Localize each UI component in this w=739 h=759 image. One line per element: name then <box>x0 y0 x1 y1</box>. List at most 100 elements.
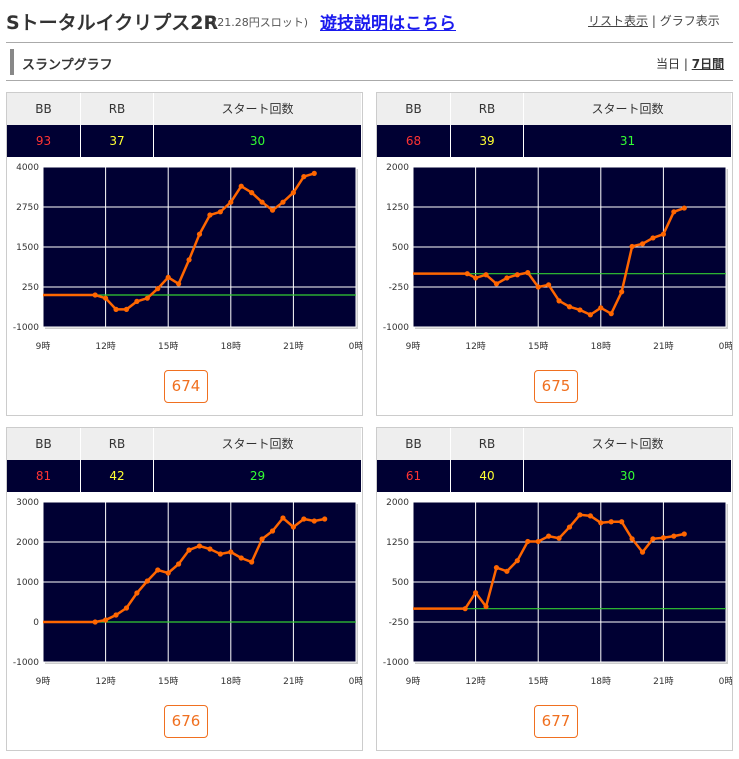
data-point <box>311 170 317 176</box>
data-point <box>598 305 604 311</box>
data-point <box>587 513 593 519</box>
data-point <box>504 568 510 574</box>
data-point <box>650 536 656 542</box>
data-point <box>546 533 552 539</box>
data-point <box>493 281 500 287</box>
data-point <box>144 295 150 301</box>
column-header: RB <box>81 93 154 125</box>
data-point <box>566 304 573 310</box>
data-point <box>525 538 531 545</box>
x-tick-label: 0時 <box>719 676 732 687</box>
data-point <box>217 209 223 215</box>
y-tick-label: -250 <box>389 283 410 293</box>
y-tick-label: 4000 <box>16 163 39 173</box>
machine-panel: BB 61 RB 40 スタート回数 30 677 -1000 -250 500 1250 2000 9… <box>376 427 733 751</box>
data-point <box>671 209 677 215</box>
y-tick-label: 2750 <box>16 203 39 213</box>
divider <box>6 42 733 43</box>
x-tick-label: 21時 <box>653 341 673 352</box>
data-point <box>301 516 307 522</box>
data-point <box>473 275 479 281</box>
data-point <box>566 524 573 530</box>
x-tick-label: 0時 <box>349 341 362 352</box>
rules-link[interactable]: 遊技説明はこちら <box>320 14 456 34</box>
data-point <box>186 257 192 263</box>
y-tick-label: -250 <box>389 618 410 628</box>
x-tick-label: 18時 <box>221 341 241 352</box>
data-point <box>514 272 520 278</box>
machine-number[interactable]: 677 <box>534 705 578 738</box>
week[interactable]: 7日間 <box>691 57 725 71</box>
x-tick-label: 12時 <box>465 676 485 687</box>
data-point <box>577 512 583 518</box>
data-point <box>103 617 109 623</box>
column-header: RB <box>451 428 524 460</box>
x-tick-label: 12時 <box>95 341 115 352</box>
y-tick-label: -1000 <box>13 323 39 333</box>
data-point <box>165 570 171 576</box>
y-tick-label: 2000 <box>16 538 39 548</box>
data-point <box>228 199 234 205</box>
graph-view[interactable]: グラフ表示 <box>659 14 720 28</box>
x-tick-label: 15時 <box>158 341 178 352</box>
column-header: BB <box>377 428 451 460</box>
x-tick-label: 9時 <box>36 341 51 352</box>
data-point <box>619 289 625 295</box>
data-point <box>176 281 182 287</box>
data-point <box>681 205 687 211</box>
y-tick-label: 250 <box>22 283 39 293</box>
column-header: BB <box>7 428 81 460</box>
data-point <box>92 619 98 625</box>
data-point <box>535 284 541 290</box>
data-point <box>259 536 265 542</box>
data-point <box>269 528 276 534</box>
y-tick-label: 500 <box>392 578 409 588</box>
data-point <box>217 551 223 557</box>
data-point <box>660 231 666 237</box>
y-tick-label: 2000 <box>386 498 409 508</box>
data-point <box>290 524 296 530</box>
column-header: スタート回数 <box>524 93 732 125</box>
data-point <box>259 199 265 205</box>
data-point <box>681 531 687 537</box>
data-point <box>322 516 328 522</box>
stat-value: 39 <box>451 125 524 157</box>
x-tick-label: 18時 <box>221 676 241 687</box>
data-point <box>462 606 468 612</box>
range-switch: 当日 | 7日間 <box>656 55 724 72</box>
data-point <box>196 543 203 549</box>
x-tick-label: 9時 <box>406 676 421 687</box>
view-switch: リスト表示 | グラフ表示 <box>588 12 720 29</box>
list-view[interactable]: リスト表示 <box>588 14 649 28</box>
machine-panel: BB 68 RB 39 スタート回数 31 675 -1000 -250 500 1250 2000 9… <box>376 92 733 416</box>
machine-panel: BB 93 RB 37 スタート回数 30 674 -1000 250 1500 2750 4000 9… <box>6 92 363 416</box>
separator: | <box>651 14 656 28</box>
data-point <box>608 311 614 317</box>
data-point <box>113 306 119 312</box>
x-tick-label: 15時 <box>158 676 178 687</box>
x-tick-label: 0時 <box>349 676 362 687</box>
section-title: スランプグラフ <box>22 58 113 73</box>
rate: (21.28円スロット) <box>213 16 309 29</box>
x-tick-label: 12時 <box>95 676 115 687</box>
x-tick-label: 9時 <box>36 676 51 687</box>
x-tick-label: 12時 <box>465 341 485 352</box>
data-point <box>514 558 520 564</box>
stat-value: 81 <box>7 460 81 492</box>
data-point <box>186 547 192 553</box>
machine-number[interactable]: 675 <box>534 370 578 403</box>
stat-value: 42 <box>81 460 154 492</box>
y-tick-label: 2000 <box>386 163 409 173</box>
today[interactable]: 当日 <box>656 57 681 71</box>
data-point <box>660 535 666 541</box>
data-point <box>269 207 276 213</box>
machine-number[interactable]: 674 <box>164 370 208 403</box>
machine-number[interactable]: 676 <box>164 705 208 738</box>
data-point <box>671 533 677 539</box>
separator: | <box>683 57 688 71</box>
y-tick-label: 1500 <box>16 243 39 253</box>
x-tick-label: 21時 <box>653 676 673 687</box>
stat-value: 40 <box>451 460 524 492</box>
x-tick-label: 18時 <box>591 676 611 687</box>
